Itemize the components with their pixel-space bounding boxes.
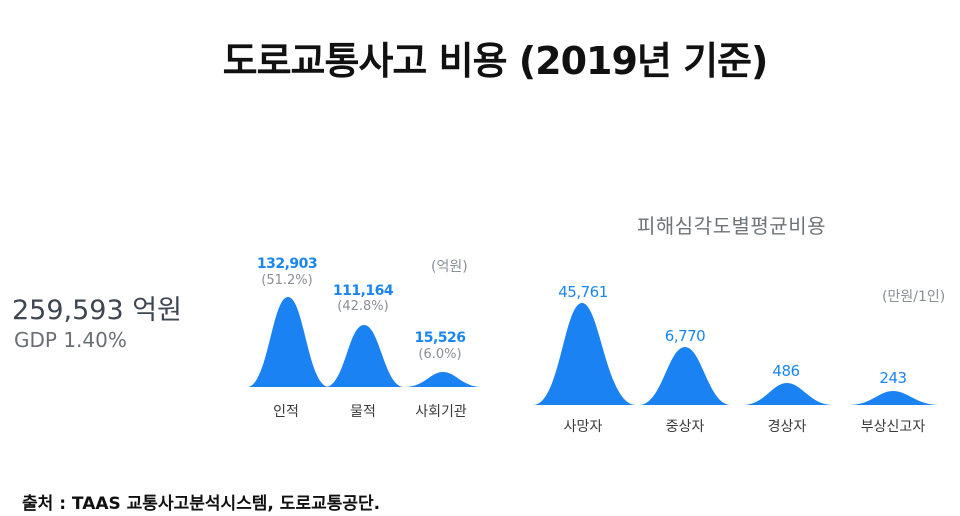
label-property: 물적: [350, 404, 376, 420]
label-injury: 인적: [273, 404, 299, 420]
value-minor: 486: [772, 362, 800, 380]
source-note: 출처 : TAAS 교통사고분석시스템, 도로교통공단.: [22, 494, 381, 514]
value-property: 111,164: [332, 283, 394, 299]
curve-property: [325, 325, 404, 387]
value-social: 15,526: [414, 330, 466, 346]
pct-social: (6.0%): [418, 347, 462, 362]
curve-minor: [742, 383, 833, 405]
curve-reported: [848, 391, 940, 405]
value-reported: 243: [879, 369, 907, 387]
gdp-ratio: GDP 1.40%: [14, 328, 127, 352]
label-social: 사회기관: [415, 404, 467, 420]
right-unit: (만원/1인): [882, 289, 946, 305]
page-title: 도로교통사고 비용 (2019년 기준): [222, 39, 769, 83]
label-reported: 부상신고자: [860, 419, 926, 435]
curve-injury: [247, 297, 329, 387]
label-death: 사망자: [563, 419, 603, 435]
curve-social: [404, 372, 482, 387]
pct-injury: (51.2%): [261, 273, 313, 288]
right-chart-title: 피해심각도별평균비용: [637, 214, 826, 238]
left-unit: (억원): [431, 259, 468, 275]
curve-death: [533, 303, 636, 405]
value-injury: 132,903: [256, 256, 318, 272]
total-cost: 259,593 억원: [12, 295, 182, 326]
label-serious: 중상자: [665, 419, 705, 435]
value-death: 45,761: [558, 283, 608, 301]
pct-property: (42.8%): [337, 299, 389, 314]
value-serious: 6,770: [664, 327, 706, 345]
curve-serious: [639, 347, 731, 405]
label-minor: 경상자: [767, 419, 807, 435]
